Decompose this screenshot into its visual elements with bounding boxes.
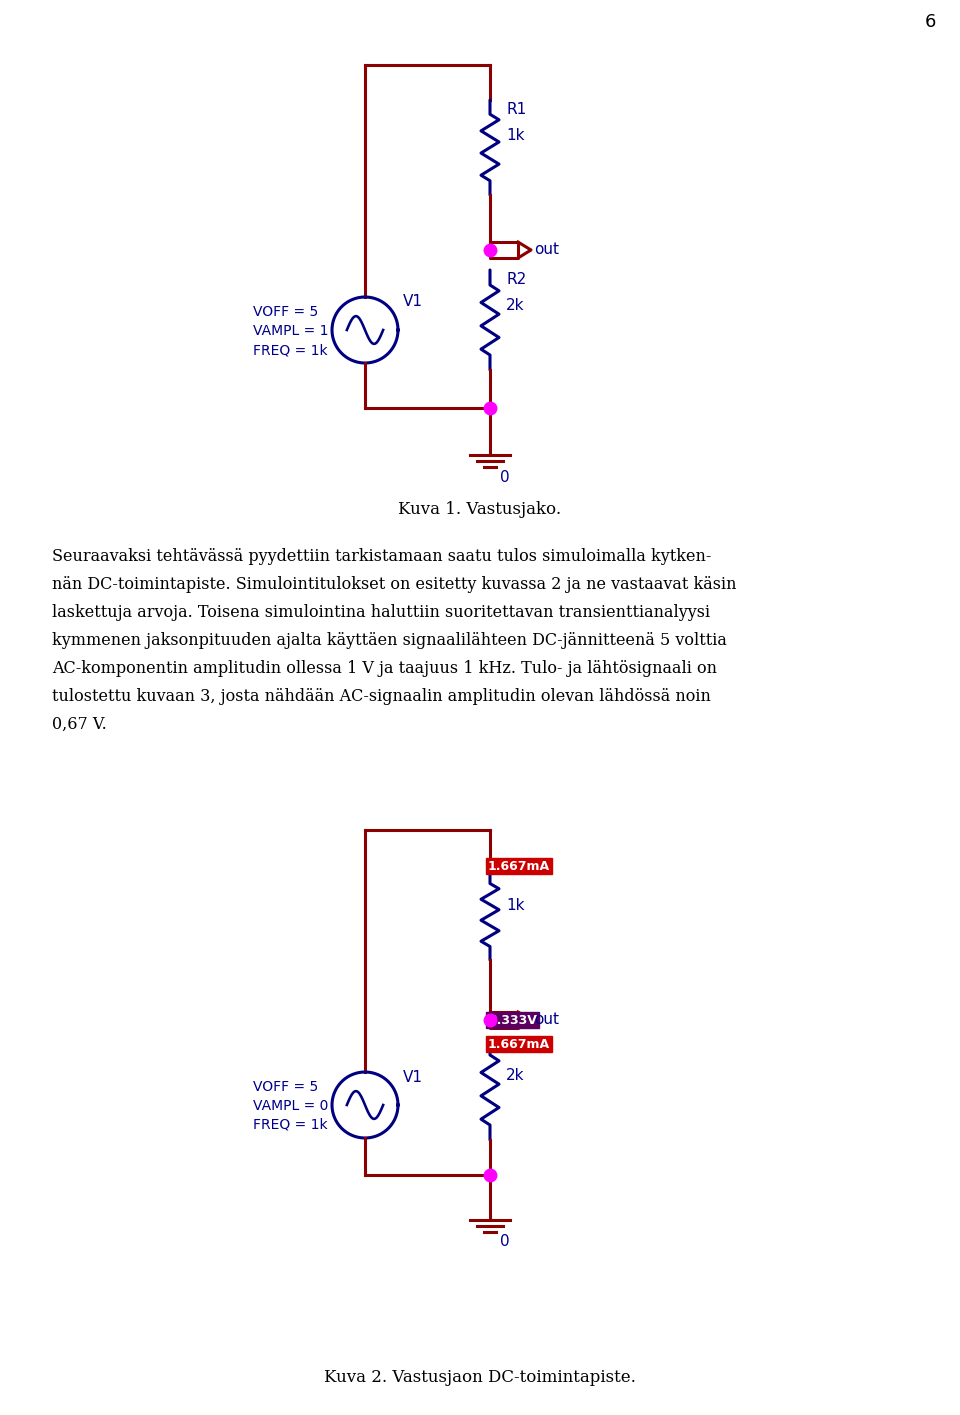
Text: 0: 0	[500, 1234, 510, 1249]
Text: 1.667mA: 1.667mA	[488, 1037, 550, 1050]
Text: 0: 0	[500, 470, 510, 484]
Text: R2: R2	[506, 272, 526, 287]
Text: 6: 6	[924, 13, 936, 31]
Text: Kuva 2. Vastusjaon DC-toimintapiste.: Kuva 2. Vastusjaon DC-toimintapiste.	[324, 1370, 636, 1387]
Text: FREQ = 1k: FREQ = 1k	[253, 342, 327, 357]
Text: 0,67 V.: 0,67 V.	[52, 716, 107, 733]
Text: 3.333V: 3.333V	[488, 1013, 537, 1026]
Text: 2k: 2k	[506, 1068, 524, 1082]
Text: V1: V1	[403, 1070, 423, 1084]
Text: V1: V1	[403, 294, 423, 310]
Text: FREQ = 1k: FREQ = 1k	[253, 1118, 327, 1132]
Text: tulostettu kuvaan 3, josta nähdään AC-signaalin amplitudin olevan lähdössä noin: tulostettu kuvaan 3, josta nähdään AC-si…	[52, 688, 710, 705]
Text: laskettuja arvoja. Toisena simulointina haluttiin suoritettavan transienttianaly: laskettuja arvoja. Toisena simulointina …	[52, 604, 710, 621]
Text: Seuraavaksi tehtävässä pyydettiin tarkistamaan saatu tulos simuloimalla kytken-: Seuraavaksi tehtävässä pyydettiin tarkis…	[52, 548, 711, 565]
Text: out: out	[534, 242, 559, 258]
Text: VAMPL = 0: VAMPL = 0	[253, 1099, 328, 1114]
Text: 1k: 1k	[506, 899, 524, 913]
Text: out: out	[534, 1013, 559, 1027]
Text: kymmenen jaksonpituuden ajalta käyttäen signaalilähteen DC-jännitteenä 5 volttia: kymmenen jaksonpituuden ajalta käyttäen …	[52, 633, 727, 649]
Text: AC-komponentin amplitudin ollessa 1 V ja taajuus 1 kHz. Tulo- ja lähtösignaali o: AC-komponentin amplitudin ollessa 1 V ja…	[52, 659, 717, 676]
Text: VOFF = 5: VOFF = 5	[253, 306, 319, 318]
Text: VOFF = 5: VOFF = 5	[253, 1080, 319, 1094]
Text: nän DC-toimintapiste. Simulointitulokset on esitetty kuvassa 2 ja ne vastaavat k: nän DC-toimintapiste. Simulointitulokset…	[52, 576, 736, 593]
Text: R1: R1	[506, 102, 526, 117]
Text: 1.667mA: 1.667mA	[488, 859, 550, 873]
Text: 2k: 2k	[506, 299, 524, 313]
Text: VAMPL = 1: VAMPL = 1	[253, 324, 328, 338]
Text: Kuva 1. Vastusjako.: Kuva 1. Vastusjako.	[398, 501, 562, 518]
Text: 1k: 1k	[506, 127, 524, 143]
